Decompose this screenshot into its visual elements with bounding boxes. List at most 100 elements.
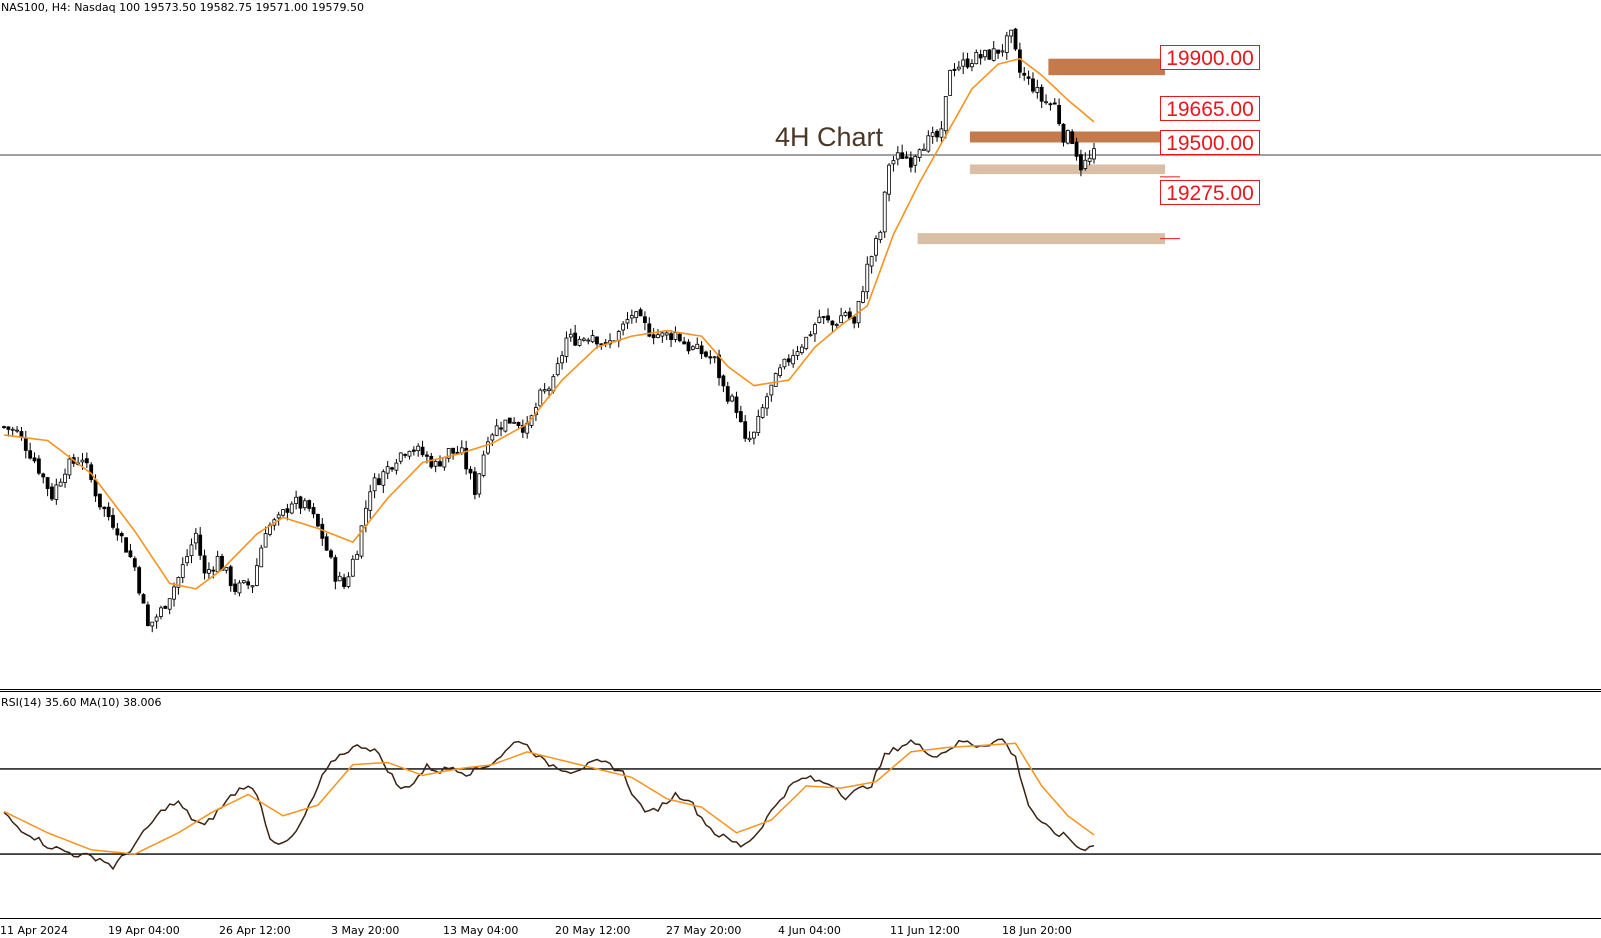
candle-body [882, 191, 887, 233]
candle-body [350, 558, 355, 577]
candle-body [660, 332, 665, 337]
candle-body [704, 351, 708, 357]
candle-body [372, 477, 377, 492]
candle-body [516, 422, 521, 426]
candle-body [486, 441, 490, 454]
candle-body [647, 323, 652, 337]
candle-body [342, 577, 346, 588]
candle-body [202, 555, 207, 574]
candle-body [446, 448, 451, 459]
candle-body [132, 558, 137, 568]
candle-body [813, 324, 817, 335]
candle-body [895, 152, 900, 160]
candle-body [84, 458, 89, 464]
candle-body [1022, 72, 1027, 76]
candle-body [54, 484, 59, 500]
candle-body [263, 533, 268, 548]
candle-body [411, 449, 416, 452]
candle-body [499, 427, 503, 430]
candle-body [638, 309, 643, 317]
candle-body [438, 461, 442, 467]
candle-body [699, 345, 704, 355]
candle-body [643, 316, 647, 323]
candle-body [943, 96, 948, 132]
candle-body [403, 454, 408, 456]
candle-body [743, 421, 748, 439]
candle-body [425, 454, 429, 457]
candle-body [621, 323, 626, 331]
candle-body [442, 457, 447, 468]
candle-body [586, 339, 591, 342]
candle-body [725, 386, 730, 402]
x-tick-label: 13 May 04:00 [443, 924, 519, 937]
x-tick-label: 3 May 20:00 [331, 924, 400, 937]
candle-body [185, 556, 190, 564]
chart-annotation: 4H Chart [775, 122, 884, 152]
candle-body [970, 63, 974, 68]
level-zone [917, 233, 1165, 245]
candle-body [80, 459, 85, 463]
candle-body [381, 471, 386, 486]
candle-body [141, 594, 146, 604]
candle-body [276, 514, 281, 519]
candle-body [738, 411, 743, 423]
candle-body [560, 355, 564, 364]
candle-body [952, 68, 957, 71]
candle-body [1070, 131, 1075, 144]
candle-body [1052, 102, 1057, 105]
candle-body [481, 454, 486, 476]
candle-body [961, 59, 966, 67]
candle-body [416, 445, 421, 452]
candle-body [839, 315, 844, 324]
candle-body [233, 583, 237, 592]
x-tick-label: 11 Apr 2024 [0, 924, 69, 937]
x-tick-label: 26 Apr 12:00 [219, 924, 291, 937]
candle-body [119, 533, 124, 537]
candle-body [385, 466, 390, 474]
candle-body [1079, 154, 1083, 171]
candle-body [254, 565, 259, 586]
candle-body [337, 575, 342, 582]
candle-body [224, 567, 229, 571]
candle-body [717, 354, 721, 379]
candle-body [477, 473, 482, 495]
candle-body [241, 580, 246, 584]
candle-body [41, 473, 46, 478]
candle-body [721, 375, 726, 387]
candle-body [930, 132, 935, 137]
grid [0, 154, 1601, 919]
candle-body [865, 263, 870, 293]
candle-body [294, 496, 299, 504]
candle-body [935, 130, 939, 138]
candle-body [686, 341, 691, 352]
candle-body [1035, 87, 1040, 93]
candle-body [908, 157, 913, 168]
candle-body [167, 598, 172, 610]
candle-body [464, 447, 469, 470]
candle-body [778, 367, 782, 376]
candle-body [673, 332, 678, 340]
candle-body [137, 567, 142, 594]
candle-body [67, 458, 72, 476]
candle-body [468, 468, 473, 474]
candle-body [1026, 76, 1031, 79]
candle-body [1065, 130, 1070, 144]
candle-body [996, 49, 1000, 54]
candle-body [58, 481, 63, 487]
candle-body [769, 384, 774, 396]
candle-body [834, 323, 839, 326]
candle-body [712, 356, 717, 359]
candle-body [878, 231, 883, 241]
candle-body [861, 291, 865, 303]
candle-body [730, 395, 735, 402]
candle-body [830, 320, 835, 326]
candle-body [651, 334, 656, 339]
candle-body [1057, 105, 1062, 125]
candle-body [564, 337, 569, 357]
candle-body [756, 415, 761, 434]
candle-body [433, 460, 438, 467]
candle-body [36, 458, 41, 474]
candle-body [10, 428, 15, 431]
candle-body [1000, 50, 1005, 53]
candle-body [494, 425, 499, 436]
